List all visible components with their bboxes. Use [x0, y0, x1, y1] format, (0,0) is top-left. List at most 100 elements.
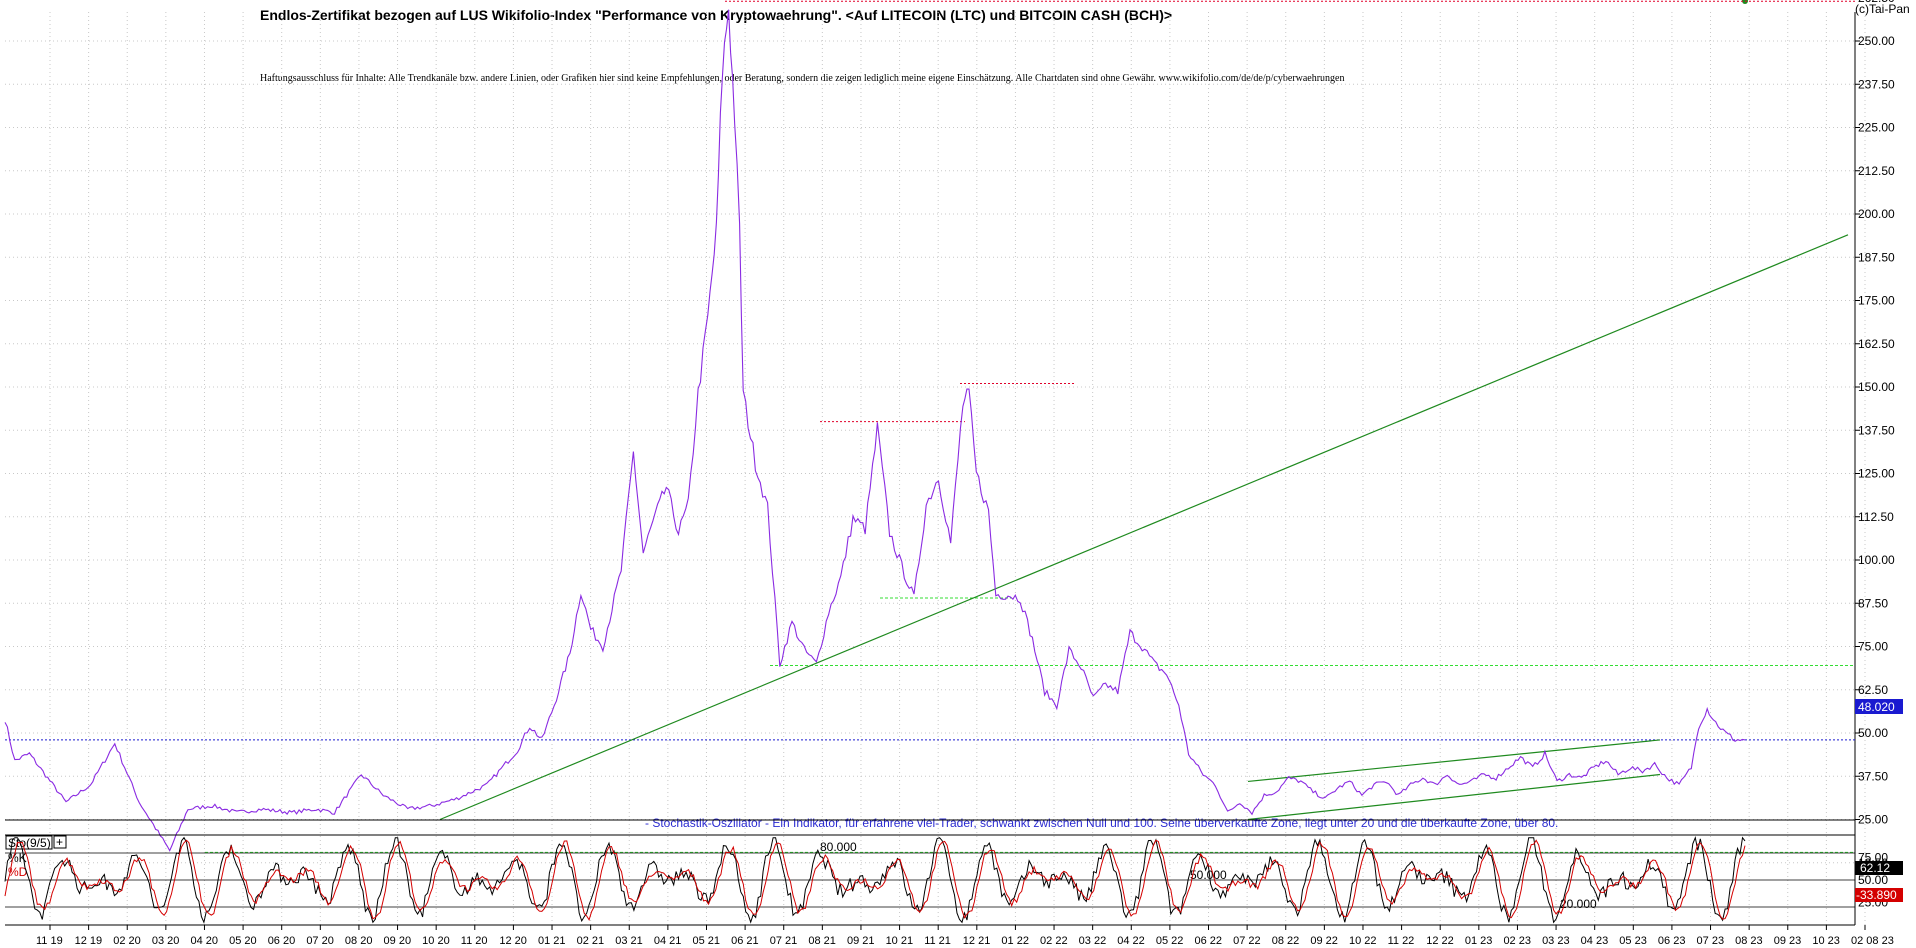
x-tick-label: 07 21: [770, 935, 798, 947]
x-tick-label: 10 21: [886, 935, 914, 947]
x-tick-label: 02 23: [1503, 935, 1531, 947]
x-tick-label: 09 22: [1310, 935, 1338, 947]
stochastic-label-box: [5, 835, 53, 850]
x-tick-label: 03 21: [615, 935, 643, 947]
price-tick-label: 225.00: [1858, 121, 1895, 135]
status-indicator-icon: [1742, 0, 1748, 4]
x-tick-label: 03 22: [1079, 935, 1107, 947]
price-series-line: [4, 9, 1746, 852]
price-tick-label: 237.50: [1858, 77, 1895, 91]
price-y-axis: 12.5025.0037.5050.0062.5075.0087.50100.0…: [1854, 0, 1895, 925]
x-tick-label: 02 08 23: [1851, 935, 1894, 947]
x-tick-label: 09 21: [847, 935, 875, 947]
x-tick-label: 07 23: [1697, 935, 1725, 947]
k-value-box: [1855, 861, 1903, 875]
level-20-label: 20.000: [1560, 897, 1597, 911]
x-tick-label: 08 23: [1735, 935, 1763, 947]
x-tick-label: 08 20: [345, 935, 373, 947]
price-tick-label: 125.00: [1858, 467, 1895, 481]
price-tick-label: 100.00: [1858, 553, 1895, 567]
stoch-d-line: [4, 839, 1746, 921]
current-value-label: 48.020: [1858, 700, 1895, 714]
x-tick-label: 03 23: [1542, 935, 1570, 947]
x-tick-label: 11 19: [36, 935, 63, 947]
x-tick-label: 11 21: [924, 935, 951, 947]
price-tick-label: 75.00: [1858, 640, 1888, 654]
x-tick-label: 02 22: [1040, 935, 1068, 947]
stochastic-level-labels: 80.000 50.000 20.000: [820, 840, 1597, 911]
long-trendline: [439, 234, 1849, 821]
x-tick-label: 05 22: [1156, 935, 1184, 947]
x-tick-label: 12 21: [963, 935, 991, 947]
stoch-d-legend: %D: [8, 865, 28, 879]
stoch-tick-label: 50.00: [1858, 873, 1888, 887]
x-tick-label: 06 20: [268, 935, 296, 947]
price-tick-label: 162.50: [1858, 337, 1895, 351]
copyright-label: (c)Tai-Pan: [1855, 2, 1910, 16]
price-tick-label: 25.00: [1858, 813, 1888, 827]
x-tick-label: 06 22: [1195, 935, 1223, 947]
level-80-label: 80.000: [820, 840, 857, 854]
x-tick-label: 05 21: [692, 935, 720, 947]
price-tick-label: 112.50: [1858, 510, 1894, 524]
x-tick-label: 11 20: [461, 935, 488, 947]
price-tick-label: 62.50: [1858, 683, 1888, 697]
channel-upper-trendline: [1247, 739, 1661, 783]
x-tick-label: 01 21: [538, 935, 566, 947]
chart-title: Endlos-Zertifikat bezogen auf LUS Wikifo…: [260, 7, 1172, 23]
price-tick-label: 87.50: [1858, 596, 1888, 610]
expand-icon[interactable]: [53, 835, 67, 849]
x-tick-label: 08 22: [1272, 935, 1300, 947]
x-tick-label: 06 21: [731, 935, 759, 947]
x-tick-label: 04 20: [190, 935, 218, 947]
current-value-tag: 48.020: [1855, 699, 1903, 714]
price-tick-label: 250.00: [1858, 34, 1895, 48]
current-value-box: [1855, 699, 1903, 714]
x-tick-label: 04 21: [654, 935, 682, 947]
x-tick-label: 09 23: [1774, 935, 1802, 947]
x-tick-label: 02 21: [577, 935, 605, 947]
x-tick-label: 02 20: [113, 935, 141, 947]
x-tick-label: 05 23: [1619, 935, 1647, 947]
disclaimer-text: Haftungsausschluss für Inhalte: Alle Tre…: [260, 73, 1345, 84]
x-tick-label: 11 22: [1388, 935, 1415, 947]
x-tick-label: 04 23: [1581, 935, 1609, 947]
x-tick-label: 01 22: [1001, 935, 1029, 947]
x-tick-label: 08 21: [808, 935, 836, 947]
d-value-box: [1855, 888, 1903, 902]
x-tick-label: 04 22: [1117, 935, 1145, 947]
x-tick-label: 10 20: [422, 935, 450, 947]
stoch-k-line: [4, 835, 1746, 924]
price-tick-label: 187.50: [1858, 250, 1895, 264]
stochastic-annotation: - Stochastik-Oszillator - Ein Indikator,…: [645, 816, 1558, 830]
price-grid: [5, 12, 1866, 925]
k-value-label: 62.12: [1860, 861, 1890, 875]
x-tick-label: 12 19: [75, 935, 103, 947]
price-overlays: [5, 0, 1855, 853]
x-tick-label: 01 23: [1465, 935, 1493, 947]
price-tick-label: 50.00: [1858, 726, 1888, 740]
x-axis: 11 19 12 19 02 20 03 20 04 20 05 20 06 20 07 20…: [5, 819, 1894, 947]
price-panel: 12.5025.0037.5050.0062.5075.0087.50100.0…: [4, 0, 1903, 925]
x-tick-label: 10 23: [1812, 935, 1840, 947]
channel-lower-trendline: [1247, 773, 1661, 821]
stochastic-panel: - Stochastik-Oszillator - Ein Indikator,…: [4, 816, 1903, 924]
x-tick-label: 09 20: [384, 935, 412, 947]
x-tick-label: 12 22: [1426, 935, 1454, 947]
x-tick-label: 06 23: [1658, 935, 1686, 947]
price-tick-label: 200.00: [1858, 207, 1895, 221]
x-tick-label: 07 22: [1233, 935, 1261, 947]
price-tick-label: 212.50: [1858, 164, 1895, 178]
price-tick-label: 150.00: [1858, 380, 1895, 394]
x-tick-label: 12 20: [499, 935, 527, 947]
x-tick-label: 07 20: [306, 935, 334, 947]
price-tick-label: 262.50: [1858, 0, 1895, 5]
x-tick-label: 05 20: [229, 935, 257, 947]
x-tick-label: 03 20: [152, 935, 180, 947]
stoch-k-legend: %K: [8, 851, 27, 865]
price-tick-label: 37.50: [1858, 769, 1888, 783]
d-value-label: -33.890: [1856, 888, 1897, 902]
level-50-label: 50.000: [1190, 868, 1227, 882]
x-tick-label: 10 22: [1349, 935, 1377, 947]
